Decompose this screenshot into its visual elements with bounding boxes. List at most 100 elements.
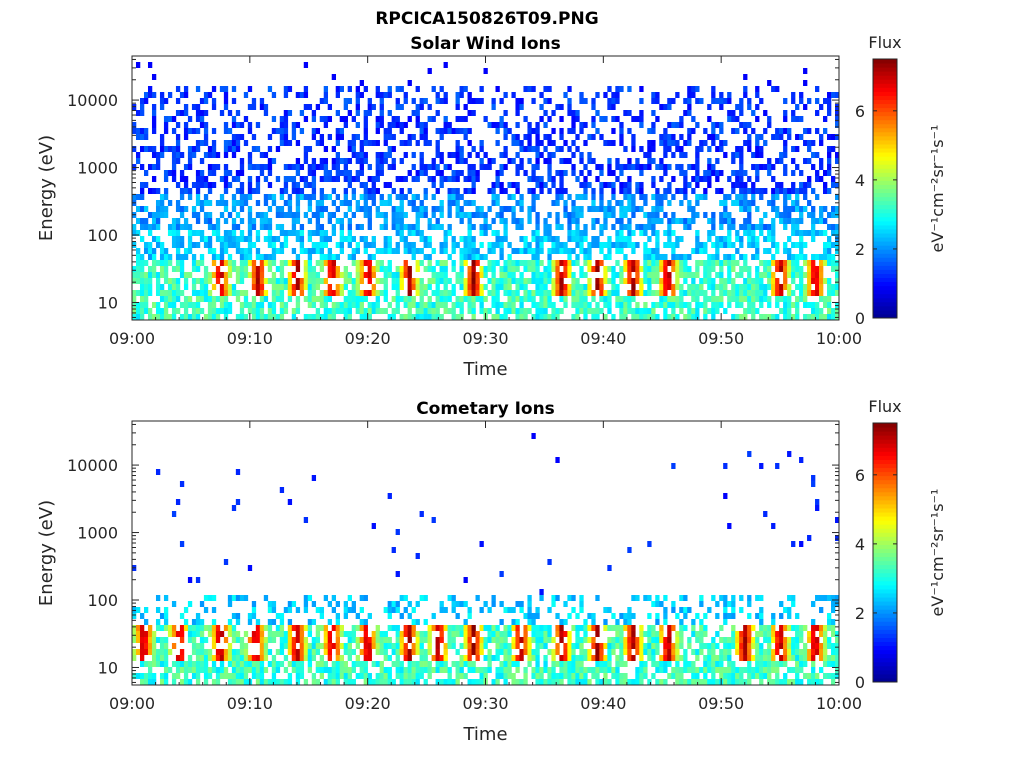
heatmap-cell: [595, 655, 600, 661]
heatmap-cell: [375, 302, 380, 308]
heatmap-cell: [215, 308, 221, 314]
heatmap-cell: [547, 164, 552, 170]
heatmap-cell: [715, 146, 720, 152]
heatmap-cell: [599, 679, 604, 685]
heatmap-cell: [239, 278, 245, 284]
heatmap-cell: [499, 122, 504, 128]
heatmap-cell: [295, 206, 301, 212]
heatmap-cell: [511, 308, 516, 314]
heatmap-cell: [239, 158, 245, 164]
heatmap-cell: [435, 284, 440, 290]
heatmap-cell: [355, 158, 360, 164]
heatmap-cell: [439, 314, 444, 320]
heatmap-cell: [591, 314, 596, 320]
heatmap-cell: [695, 266, 700, 272]
heatmap-cell: [231, 98, 237, 104]
heatmap-cell: [711, 224, 716, 230]
heatmap-cell: [255, 248, 261, 254]
heatmap-cell: [507, 290, 512, 296]
heatmap-cell: [359, 170, 364, 176]
heatmap-cell: [339, 218, 344, 224]
heatmap-cell: [151, 673, 157, 679]
heatmap-cell: [711, 98, 716, 104]
heatmap-cell: [459, 170, 464, 176]
heatmap-cell: [479, 266, 484, 272]
heatmap-cell: [363, 272, 368, 278]
heatmap-cell: [155, 158, 161, 164]
heatmap-cell: [639, 649, 644, 655]
heatmap-cell: [759, 146, 764, 152]
heatmap-cell: [175, 499, 181, 505]
heatmap-cell: [723, 278, 728, 284]
heatmap-cell: [451, 170, 456, 176]
heatmap-cell: [179, 260, 185, 266]
heatmap-cell: [611, 673, 616, 679]
heatmap-cell: [715, 260, 720, 266]
heatmap-cell: [311, 673, 317, 679]
heatmap-cell: [351, 152, 356, 158]
heatmap-cell: [607, 248, 612, 254]
heatmap-cell: [467, 278, 472, 284]
heatmap-cell: [695, 152, 700, 158]
heatmap-cell: [235, 679, 241, 685]
heatmap-cell: [343, 631, 348, 637]
heatmap-cell: [563, 266, 568, 272]
heatmap-cell: [627, 200, 632, 206]
heatmap-cell: [579, 290, 584, 296]
heatmap-cell: [132, 272, 137, 278]
heatmap-cell: [419, 170, 424, 176]
heatmap-cell: [703, 302, 708, 308]
heatmap-cell: [163, 679, 169, 685]
heatmap-cell: [439, 272, 444, 278]
heatmap-cell: [203, 625, 209, 631]
heatmap-cell: [251, 260, 257, 266]
heatmap-cell: [335, 164, 340, 170]
heatmap-cell: [723, 242, 728, 248]
heatmap-cell: [495, 290, 500, 296]
heatmap-cell: [295, 188, 301, 194]
heatmap-cell: [343, 314, 348, 320]
heatmap-cell: [459, 128, 464, 134]
colorbar-segment: [873, 224, 897, 230]
heatmap-cell: [755, 308, 760, 314]
heatmap-cell: [151, 637, 157, 643]
heatmap-cell: [563, 158, 568, 164]
heatmap-cell: [467, 110, 472, 116]
heatmap-cell: [687, 308, 692, 314]
heatmap-cell: [551, 284, 556, 290]
heatmap-cell: [651, 128, 656, 134]
heatmap-cell: [135, 218, 141, 224]
heatmap-cell: [619, 296, 624, 302]
heatmap-cell: [443, 266, 448, 272]
heatmap-cell: [411, 619, 416, 625]
heatmap-cell: [775, 134, 780, 140]
heatmap-cell: [223, 278, 229, 284]
heatmap-cell: [575, 631, 580, 637]
heatmap-cell: [759, 290, 764, 296]
heatmap-cell: [527, 158, 532, 164]
heatmap-cell: [551, 667, 556, 673]
heatmap-cell: [203, 242, 209, 248]
heatmap-cell: [555, 224, 560, 230]
heatmap-cell: [395, 122, 400, 128]
heatmap-cell: [811, 314, 816, 320]
heatmap-cell: [247, 224, 253, 230]
heatmap-cell: [679, 308, 684, 314]
heatmap-cell: [615, 284, 620, 290]
heatmap-cell: [299, 631, 305, 637]
heatmap-cell: [451, 314, 456, 320]
heatmap-cell: [339, 643, 344, 649]
heatmap-cell: [547, 559, 552, 565]
heatmap-cell: [579, 98, 584, 104]
heatmap-cell: [655, 92, 660, 98]
heatmap-cell: [383, 218, 388, 224]
heatmap-cell: [375, 631, 380, 637]
heatmap-cell: [475, 296, 480, 302]
heatmap-cell: [347, 314, 352, 320]
heatmap-cell: [783, 188, 788, 194]
heatmap-cell: [303, 212, 309, 218]
heatmap-cell: [719, 212, 724, 218]
heatmap-cell: [567, 595, 572, 601]
heatmap-cell: [299, 661, 305, 667]
heatmap-cell: [631, 643, 636, 649]
